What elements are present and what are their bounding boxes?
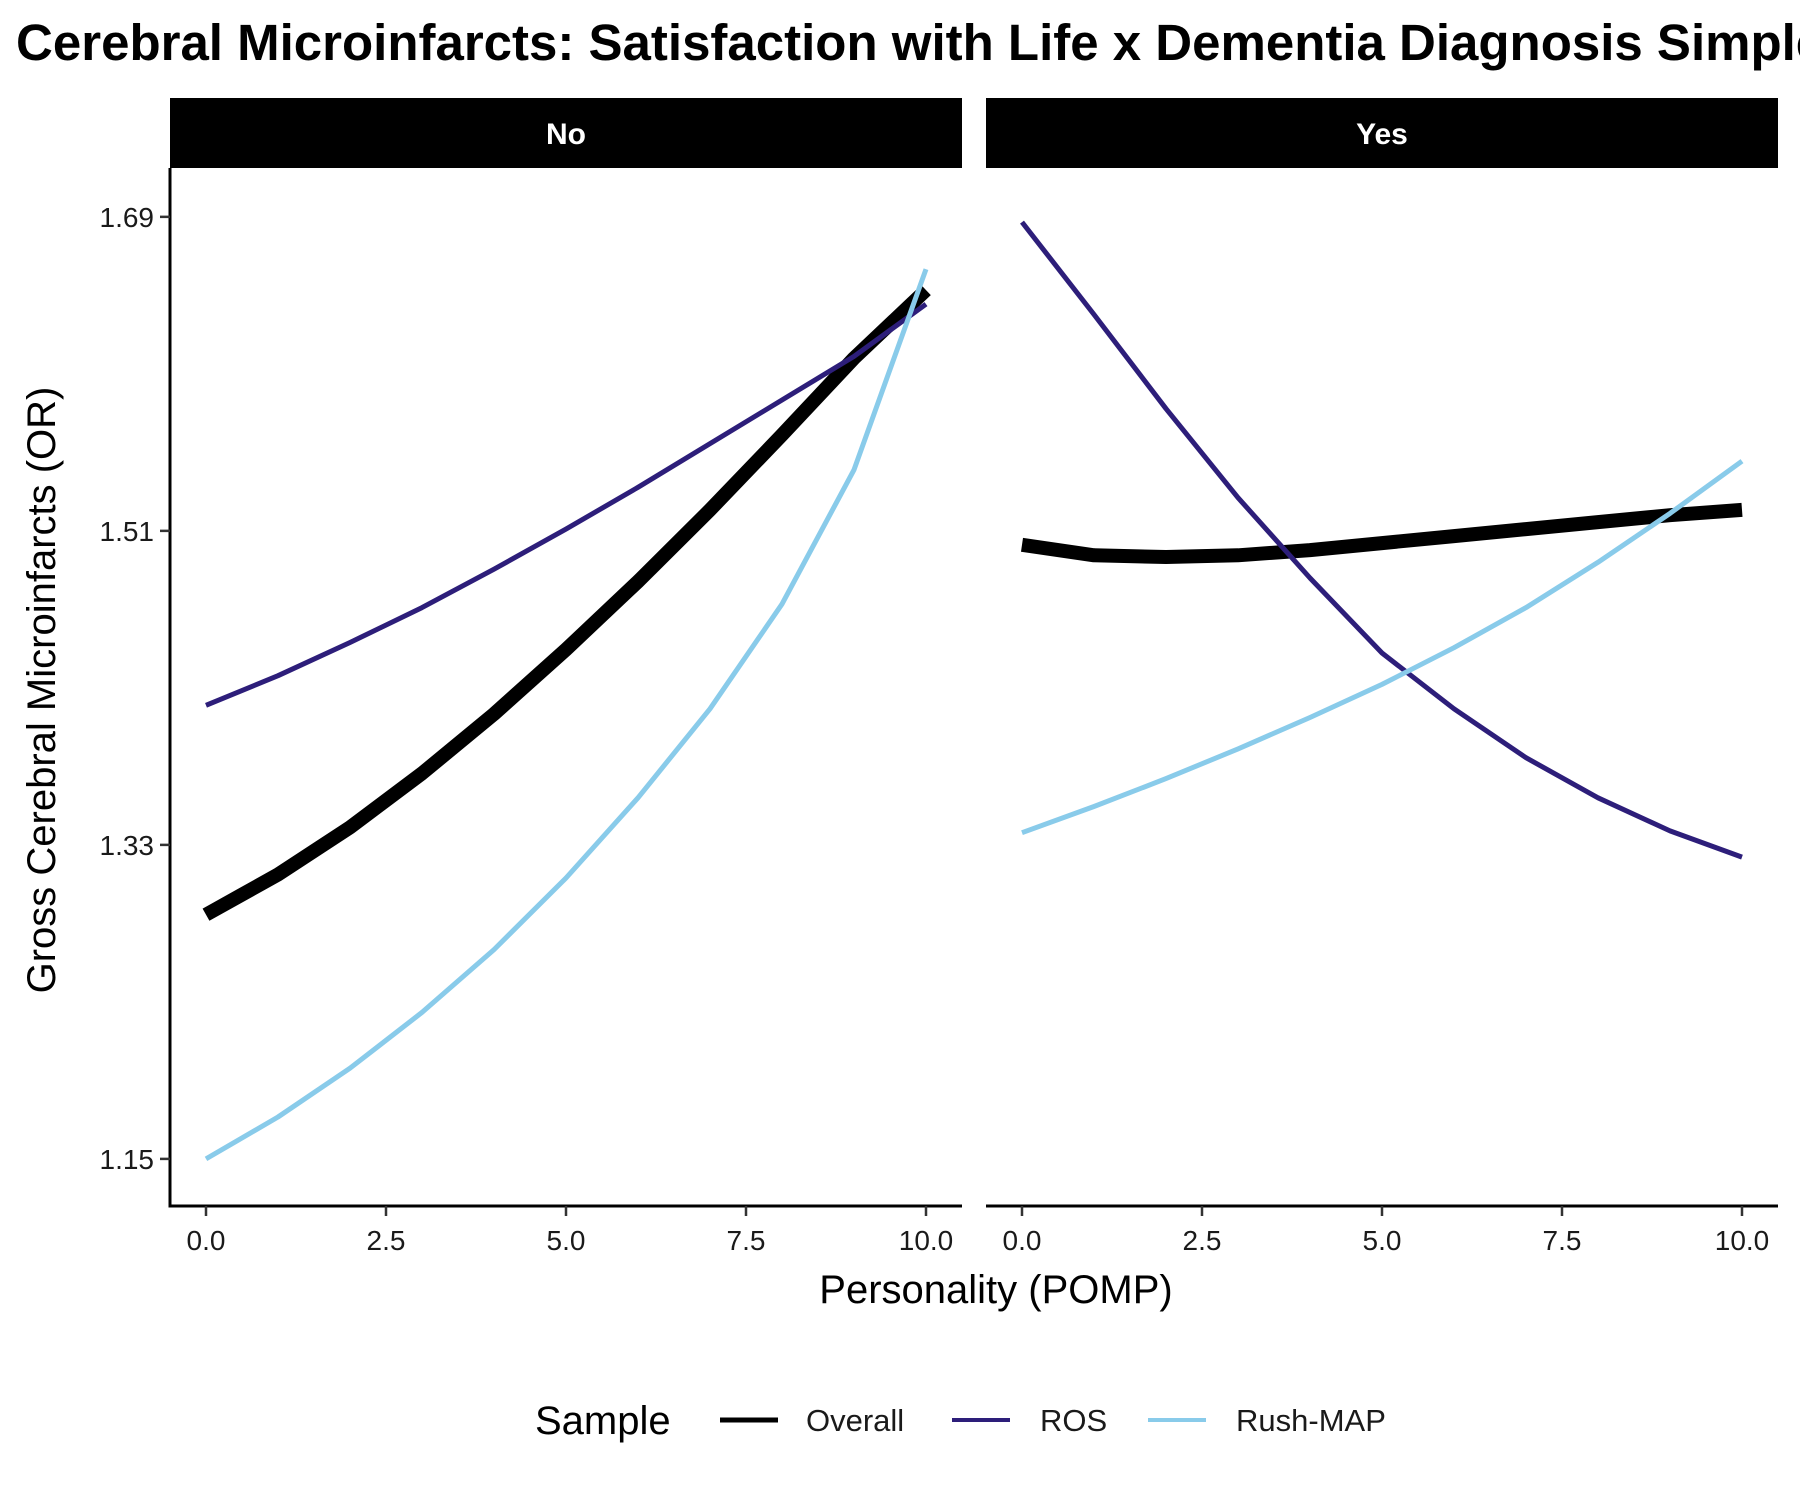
x-tick-label: 5.0 <box>547 1225 586 1256</box>
facet-strip-yes <box>986 98 1778 168</box>
facet-panel-no: No 1.15 1.33 1.51 1.69 0.0 2.5 5.0 7.5 10.0 <box>100 98 962 1256</box>
y-tick-label: 1.69 <box>100 202 155 233</box>
series-line-overall-no <box>202 285 931 921</box>
legend-label-ros: ROS <box>1040 1403 1107 1438</box>
legend-label-overall: Overall <box>806 1403 904 1438</box>
series-line-rush-map-no <box>204 268 929 1162</box>
x-tick-label: 10.0 <box>899 1225 954 1256</box>
x-tick-label: 10.0 <box>1715 1225 1770 1256</box>
x-tick-label: 7.5 <box>727 1225 766 1256</box>
panels: No 1.15 1.33 1.51 1.69 0.0 2.5 5.0 7.5 10.0 Yes 0.0… <box>100 98 1778 1256</box>
y-tick-label: 1.33 <box>100 830 155 861</box>
legend-title: Sample <box>535 1399 671 1443</box>
legend-entries: Overall ROS Rush-MAP <box>720 1403 1386 1438</box>
chart-title: Gross Cerebral Microinfarcts: Satisfacti… <box>0 14 1800 71</box>
facet-strip-label: Yes <box>1356 118 1408 151</box>
series-line-ros-yes <box>1020 220 1743 860</box>
x-tick-label: 2.5 <box>367 1225 406 1256</box>
facet-strip-no <box>170 98 962 168</box>
y-tick-label: 1.15 <box>100 1144 155 1175</box>
facet-panel-yes: Yes 0.0 2.5 5.0 7.5 10.0 <box>986 98 1778 1256</box>
y-tick-label: 1.51 <box>100 516 155 547</box>
legend-label-rush-map: Rush-MAP <box>1236 1403 1386 1438</box>
x-tick-label: 7.5 <box>1543 1225 1582 1256</box>
x-axis-title: Personality (POMP) <box>819 1268 1172 1312</box>
facet-strip-label: No <box>546 118 586 151</box>
series-line-ros-no <box>205 302 928 708</box>
y-axis-title: Gross Cerebral Microinfarcts (OR) <box>20 387 64 994</box>
series-line-overall-yes <box>1020 502 1743 564</box>
series-line-rush-map-yes <box>1021 459 1744 836</box>
legend: Sample Overall ROS Rush-MAP <box>535 1399 1386 1443</box>
x-tick-label: 5.0 <box>1363 1225 1402 1256</box>
x-tick-label: 0.0 <box>1003 1225 1042 1256</box>
x-tick-label: 2.5 <box>1183 1225 1222 1256</box>
x-tick-label: 0.0 <box>187 1225 226 1256</box>
